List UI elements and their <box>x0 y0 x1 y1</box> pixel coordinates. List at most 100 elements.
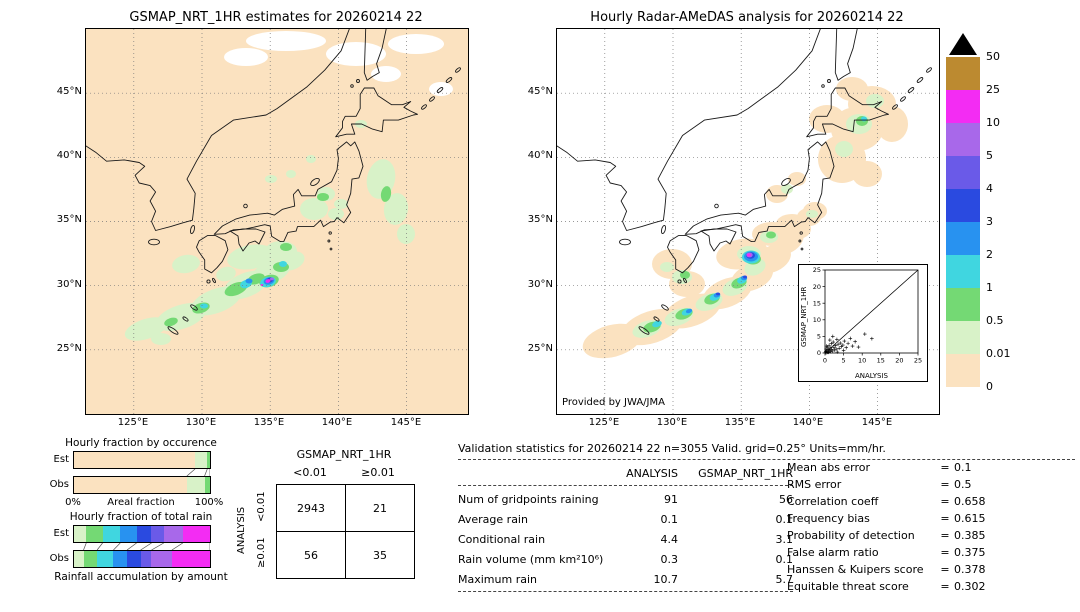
svg-text:5: 5 <box>842 357 846 365</box>
legend-color-box <box>946 288 980 321</box>
metric-row: Equitable threat score = 0.302 <box>787 578 986 595</box>
contingency-cell-10: 56 <box>276 531 346 579</box>
metric-label: Hanssen & Kuipers score <box>787 563 924 576</box>
metric-value: 0.378 <box>954 563 986 576</box>
inset-y-axis-label: GSMAP_NRT_1HR <box>800 286 808 348</box>
bar-segment <box>74 551 84 567</box>
total-rain-caption: Rainfall accumulation by amount <box>54 571 228 583</box>
stats-analysis-value: 0.1 <box>660 512 679 526</box>
metric-row: Probability of detection = 0.385 <box>787 527 986 544</box>
bar-segment <box>127 551 141 567</box>
bar-segment <box>207 452 210 468</box>
divider-dashed <box>458 459 1075 460</box>
left-lon-135: 135°E <box>253 417 285 428</box>
svg-text:15: 15 <box>813 299 821 307</box>
validation-stats-panel: Validation statistics for 20260214 22 n=… <box>458 442 1078 595</box>
radar-analysis-map <box>556 28 940 415</box>
occurrence-est-label: Est <box>53 454 69 465</box>
metric-label: Probability of detection <box>787 529 915 542</box>
svg-text:0: 0 <box>817 349 821 357</box>
total-rain-chart-title: Hourly fraction of total rain <box>69 511 213 523</box>
bar-segment <box>113 551 128 567</box>
right-lon-130: 130°E <box>656 417 688 428</box>
legend-color-box <box>946 222 980 255</box>
equals-sign: = <box>940 495 950 508</box>
right-lon-140: 140°E <box>792 417 824 428</box>
contingency-table: 2943 21 56 35 <box>276 484 415 579</box>
metric-row: Frequency bias = 0.615 <box>787 510 986 527</box>
metric-label: Correlation coeff <box>787 495 879 508</box>
stats-gsmap-value: 0.1 <box>775 512 794 526</box>
right-lat-30: 30°N <box>527 279 553 290</box>
equals-sign: = <box>940 580 950 593</box>
bar-segment <box>74 526 87 542</box>
legend-label: 2 <box>986 248 993 261</box>
metrics-panel: Mean abs error = 0.1 RMS error = 0.5 Correla… <box>787 459 986 595</box>
left-map-title: GSMAP_NRT_1HR estimates for 20260214 22 <box>129 10 423 25</box>
bar-segment <box>182 526 210 542</box>
svg-text:10: 10 <box>858 357 866 365</box>
metric-label: Frequency bias <box>787 512 870 525</box>
bar-segment <box>136 526 152 542</box>
svg-text:20: 20 <box>895 357 903 365</box>
equals-sign: = <box>940 461 950 474</box>
stats-gsmap-value: 3.1 <box>775 532 794 546</box>
equals-sign: = <box>940 478 950 491</box>
right-lon-145: 145°E <box>861 417 893 428</box>
left-lon-130: 130°E <box>185 417 217 428</box>
metric-value: 0.5 <box>954 478 972 491</box>
svg-text:0: 0 <box>823 357 827 365</box>
svg-text:25: 25 <box>813 267 821 274</box>
legend-label: 1 <box>986 281 993 294</box>
metric-label: Mean abs error <box>787 461 871 474</box>
gsmap-estimate-map <box>85 28 469 415</box>
legend-label: 50 <box>986 50 1000 63</box>
total-rain-est-bar <box>73 525 211 543</box>
grid-lines <box>86 29 468 414</box>
metric-row: Correlation coeff = 0.658 <box>787 493 986 510</box>
bar-segment <box>74 477 187 493</box>
metric-value: 0.615 <box>954 512 986 525</box>
legend-label: 3 <box>986 215 993 228</box>
legend-color-box <box>946 255 980 288</box>
total-rain-obs-label: Obs <box>49 553 69 564</box>
contingency-cell-00: 2943 <box>276 484 346 532</box>
legend-color-box <box>946 123 980 156</box>
gsmap-rain-field <box>124 120 415 345</box>
stats-row-label: Conditional rain <box>458 532 546 546</box>
bar-segment <box>83 551 98 567</box>
divider-dashed <box>458 485 793 486</box>
legend-label: 10 <box>986 116 1000 129</box>
legend-label: 0.01 <box>986 347 1011 360</box>
left-lat-30: 30°N <box>56 279 82 290</box>
bar-segment <box>74 452 196 468</box>
left-lat-35: 35°N <box>56 214 82 225</box>
contingency-row-label-lt: <0.01 <box>256 491 267 523</box>
gsmap-map-background <box>86 29 468 414</box>
right-lat-25: 25°N <box>527 343 553 354</box>
stats-row-label: Rain volume (mm km²10⁶) <box>458 552 604 566</box>
stats-gsmap-value: 5.7 <box>775 572 794 586</box>
legend-color-box <box>946 321 980 354</box>
left-lat-25: 25°N <box>56 343 82 354</box>
stats-row: Conditional rain 4.4 3.1 <box>458 529 1078 549</box>
legend-color-box <box>946 57 980 90</box>
svg-text:25: 25 <box>914 357 922 365</box>
data-credit: Provided by JWA/JMA <box>562 397 665 408</box>
right-lon-125: 125°E <box>588 417 620 428</box>
legend-label: 0.5 <box>986 314 1004 327</box>
bar-segment <box>97 551 114 567</box>
bar-segment <box>86 526 103 542</box>
svg-text:15: 15 <box>877 357 885 365</box>
occurrence-obs-bar <box>73 476 211 494</box>
total-rain-obs-bar <box>73 550 211 568</box>
legend-overflow-triangle <box>949 33 977 55</box>
total-rain-connector <box>83 543 210 550</box>
bar-segment <box>163 526 183 542</box>
metric-row: Mean abs error = 0.1 <box>787 459 986 476</box>
inset-plot-svg: 00 5 5 10 10 15 15 20 20 25 25 <box>813 267 922 365</box>
left-lat-45: 45°N <box>56 86 82 97</box>
legend-label: 5 <box>986 149 993 162</box>
contingency-col-group-label: GSMAP_NRT_1HR <box>296 448 392 461</box>
